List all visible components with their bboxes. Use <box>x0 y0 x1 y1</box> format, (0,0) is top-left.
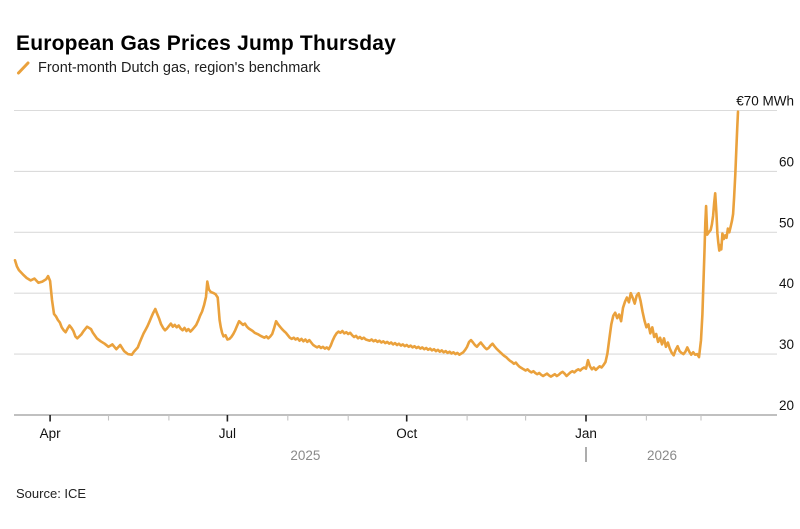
y-axis-label-50: 50 <box>779 215 794 230</box>
line-series-slash-icon <box>17 61 30 75</box>
y-axis-label-20: 20 <box>779 398 794 413</box>
y-axis-label-40: 40 <box>779 276 794 291</box>
legend-label: Front-month Dutch gas, region's benchmar… <box>38 60 321 76</box>
y-axis-label-30: 30 <box>779 337 794 352</box>
legend: Front-month Dutch gas, region's benchmar… <box>16 60 320 76</box>
price-line <box>13 110 740 378</box>
year-label-2025: 2025 <box>290 448 320 463</box>
y-axis-label-60: 60 <box>779 154 794 169</box>
chart-title: European Gas Prices Jump Thursday <box>16 32 397 56</box>
x-axis-label-Jul: Jul <box>219 426 236 441</box>
y-axis-label-70: €70 MWh <box>736 94 794 109</box>
x-axis-label-Oct: Oct <box>396 426 417 441</box>
source-note: Source: ICE <box>16 486 87 501</box>
x-axis-label-Apr: Apr <box>40 426 62 441</box>
year-label-2026: 2026 <box>647 448 677 463</box>
x-axis-label-Jan: Jan <box>575 426 597 441</box>
